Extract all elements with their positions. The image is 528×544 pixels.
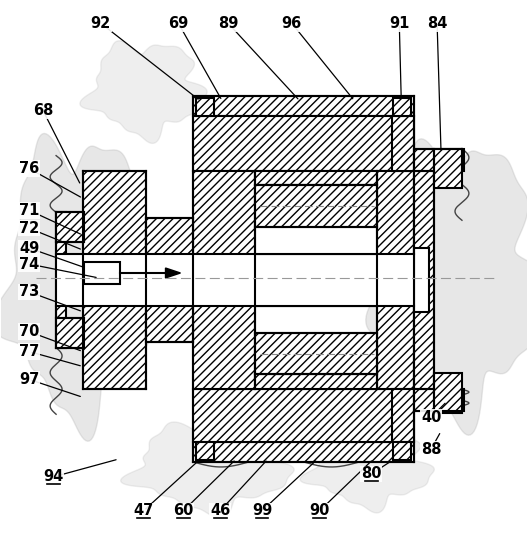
Text: 99: 99 <box>252 503 272 518</box>
Polygon shape <box>0 133 159 441</box>
Text: 46: 46 <box>210 503 230 518</box>
Text: 60: 60 <box>173 503 194 518</box>
Bar <box>392 390 414 442</box>
Text: 90: 90 <box>309 503 330 518</box>
Bar <box>56 212 66 348</box>
Bar <box>193 96 414 116</box>
Polygon shape <box>300 426 435 513</box>
Polygon shape <box>121 422 294 518</box>
Text: 73: 73 <box>19 285 40 299</box>
Bar <box>56 212 84 242</box>
Bar <box>414 165 434 394</box>
Text: 49: 49 <box>19 240 40 256</box>
Text: 77: 77 <box>19 344 40 359</box>
Bar <box>392 116 414 170</box>
Bar <box>434 374 462 413</box>
Bar <box>255 186 378 227</box>
Bar <box>193 442 414 462</box>
Text: 80: 80 <box>361 466 382 481</box>
Bar <box>378 170 414 390</box>
Bar <box>393 442 411 460</box>
Bar <box>84 262 120 284</box>
Polygon shape <box>366 139 528 435</box>
Text: 72: 72 <box>19 221 40 236</box>
Bar <box>56 254 414 306</box>
Text: 68: 68 <box>33 103 53 119</box>
Bar <box>193 116 414 170</box>
Text: 96: 96 <box>282 16 302 31</box>
Bar <box>255 333 378 374</box>
Bar <box>255 170 378 186</box>
Polygon shape <box>165 268 181 278</box>
Text: 47: 47 <box>134 503 154 518</box>
Text: 94: 94 <box>43 469 63 484</box>
Bar <box>434 149 462 188</box>
Bar <box>414 248 429 312</box>
Polygon shape <box>80 41 207 144</box>
Text: 97: 97 <box>19 372 40 387</box>
Bar <box>414 149 464 170</box>
Text: 92: 92 <box>91 16 111 31</box>
Bar <box>196 98 214 116</box>
Bar <box>193 170 255 390</box>
Bar <box>255 374 378 390</box>
Text: 40: 40 <box>421 410 441 425</box>
Bar <box>83 170 146 390</box>
Text: 69: 69 <box>168 16 188 31</box>
Text: 76: 76 <box>19 161 40 176</box>
Text: 74: 74 <box>19 257 40 271</box>
Bar <box>393 98 411 116</box>
Bar <box>146 218 193 342</box>
Text: 91: 91 <box>389 16 410 31</box>
Text: 84: 84 <box>427 16 447 31</box>
Text: 88: 88 <box>421 442 441 456</box>
Bar <box>414 390 464 411</box>
Bar <box>56 318 84 348</box>
Text: 70: 70 <box>19 324 40 339</box>
Text: 71: 71 <box>19 203 40 218</box>
Text: 89: 89 <box>218 16 238 31</box>
Bar <box>193 390 414 442</box>
Bar <box>196 442 214 460</box>
